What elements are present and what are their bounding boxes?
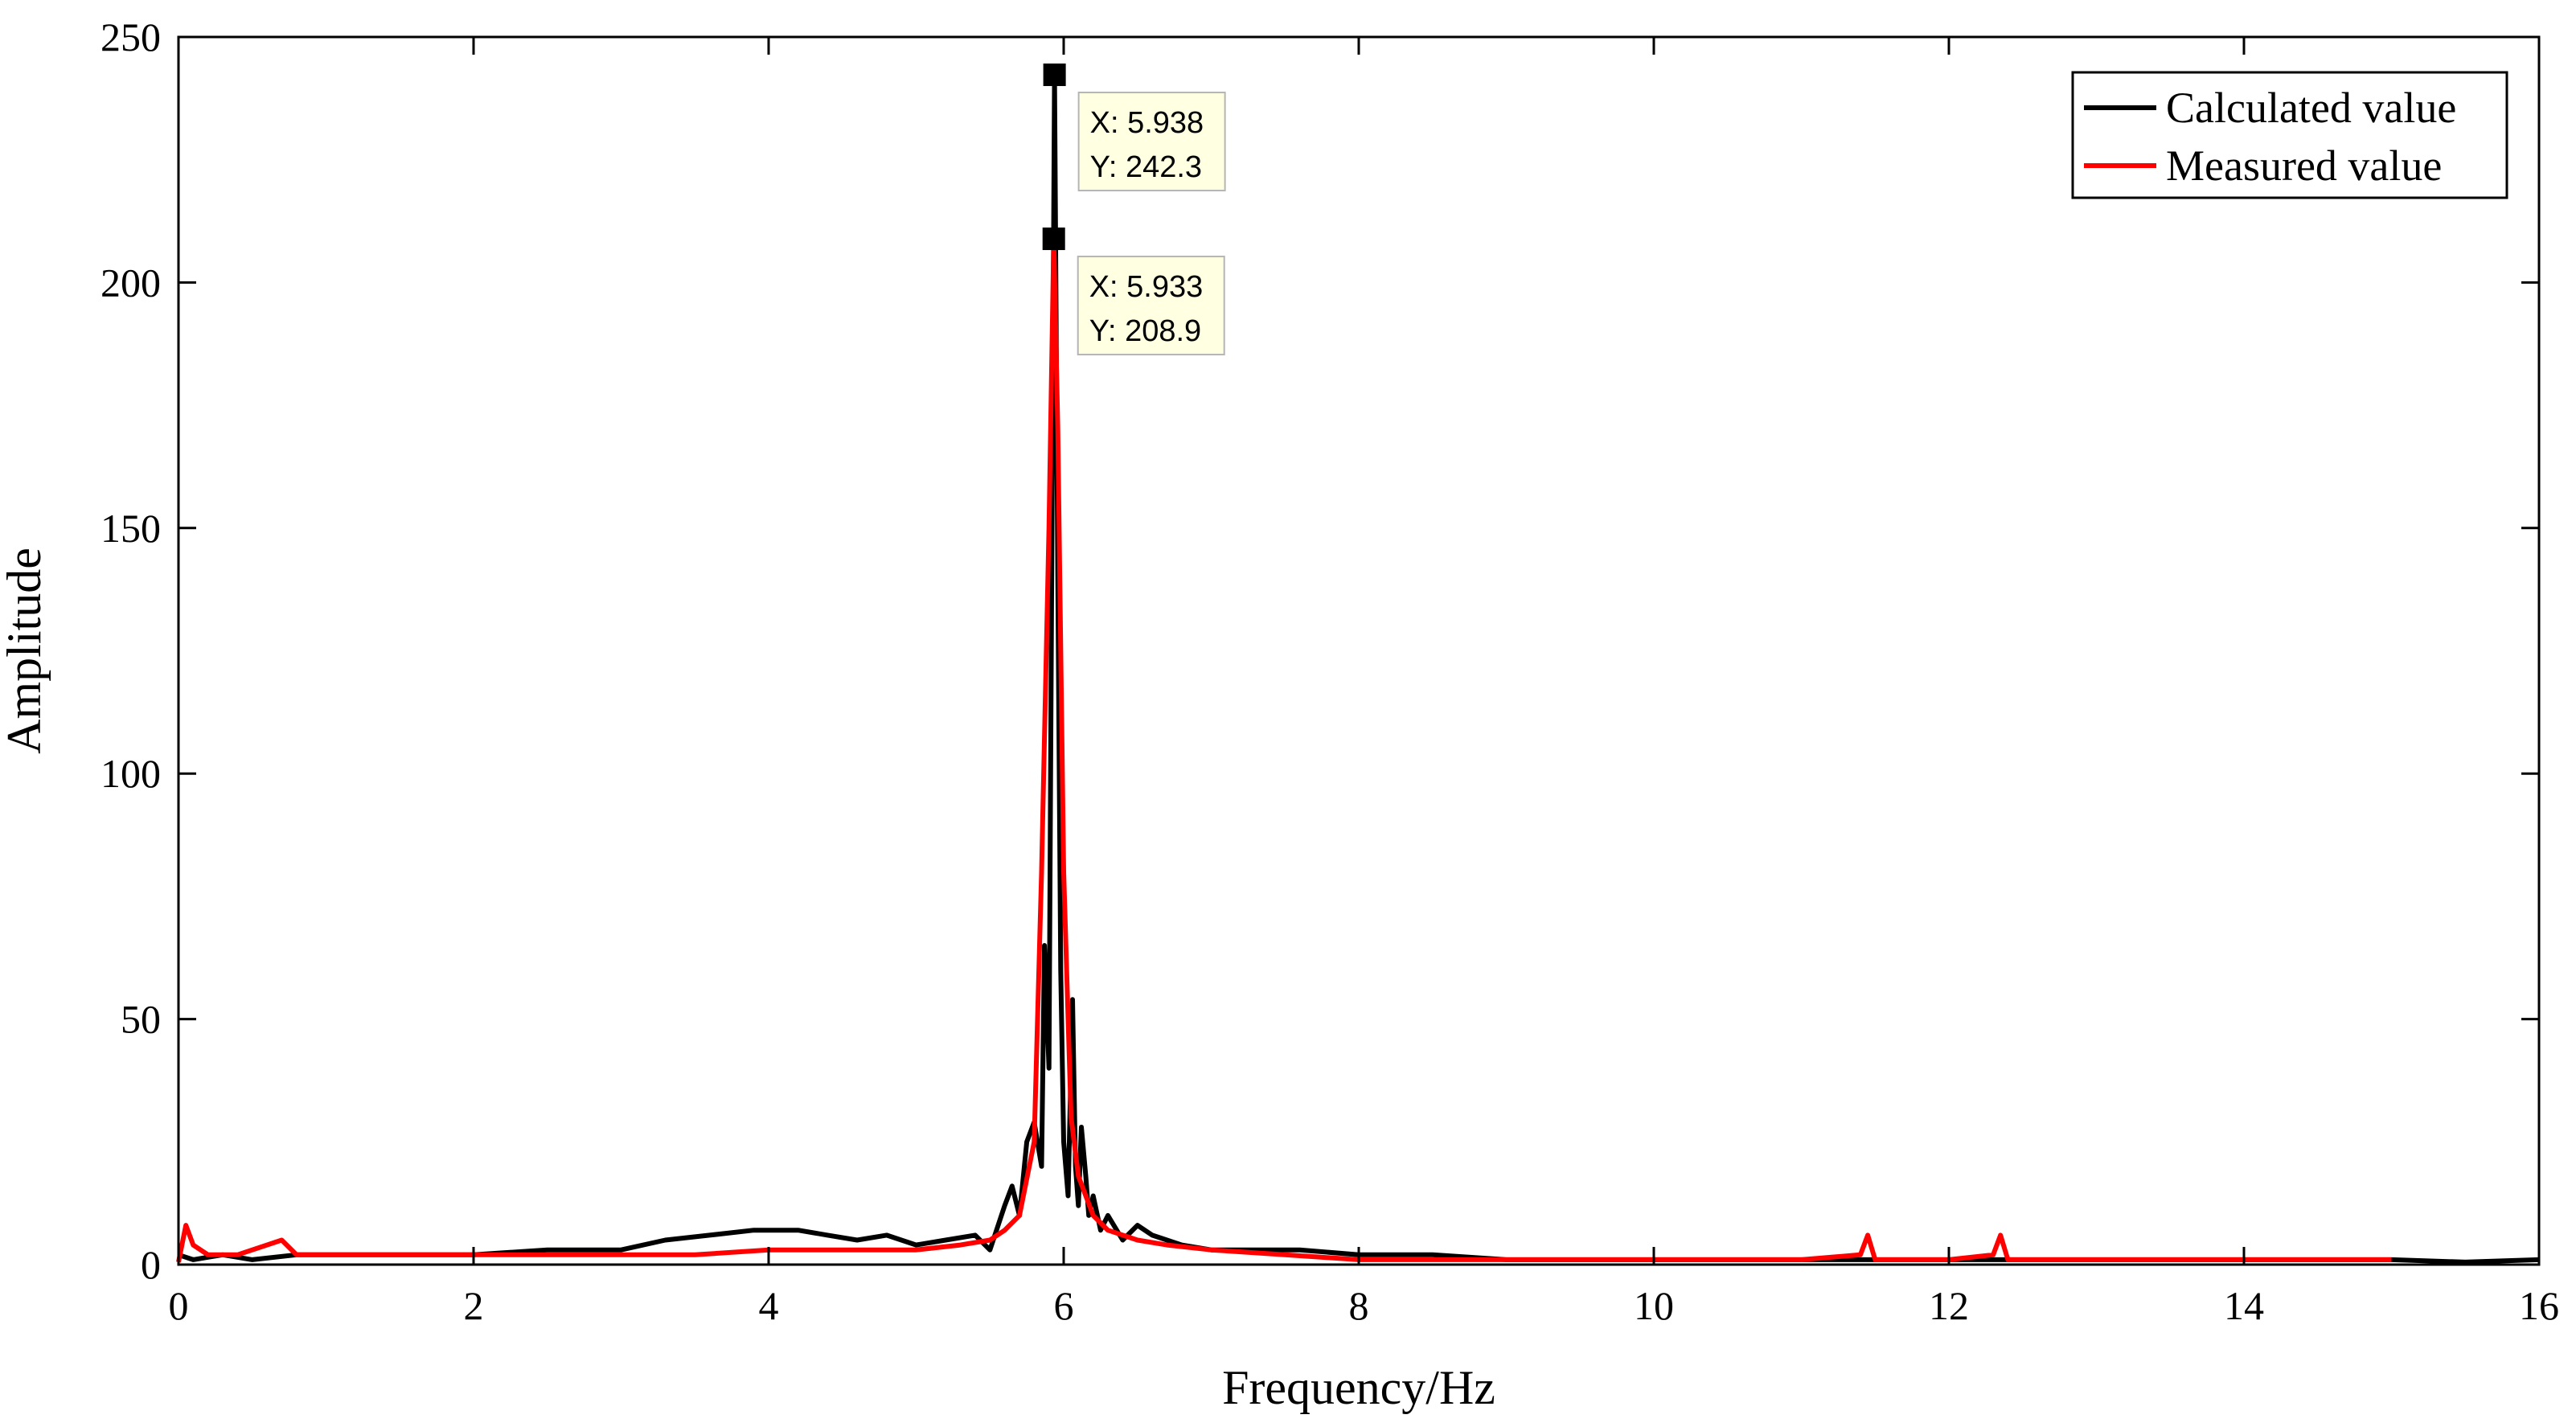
datatip-layer: X: 5.938 Y: 242.3 X: 5.933 Y: 208.9: [1042, 64, 1226, 356]
x-tick-label: 4: [759, 1283, 779, 1328]
datatip-x-label: X: 5.933: [1089, 270, 1204, 304]
series-line-0: [178, 72, 2540, 1265]
x-tick-label: 0: [169, 1283, 189, 1328]
y-tick-label: 100: [100, 751, 161, 796]
y-tick-label: 50: [121, 997, 161, 1042]
y-axis-label: Amplitude: [0, 547, 51, 754]
datatip-marker: [1042, 228, 1065, 251]
legend-label: Calculated value: [2166, 84, 2456, 132]
x-tick-label: 16: [2519, 1283, 2559, 1328]
y-tick-label: 150: [100, 506, 161, 551]
datatip-marker: [1043, 64, 1066, 87]
x-tick-label: 10: [1634, 1283, 1674, 1328]
legend-label: Measured value: [2166, 141, 2442, 190]
x-tick-label: 12: [1929, 1283, 1969, 1328]
series-layer: [176, 72, 2540, 1265]
legend-box: [2071, 71, 2508, 199]
y-tick-label: 200: [100, 260, 161, 305]
datatip-box: [1077, 256, 1225, 356]
datatip-box: [1077, 92, 1226, 192]
series-line-1: [176, 236, 2392, 1263]
legend: Calculated value Measured value: [2071, 71, 2508, 199]
ticks-layer: 0 2 4 6 8 10 12 14 16 0 50 100 150 200 250: [100, 14, 2559, 1328]
datatip-x-label: X: 5.938: [1090, 106, 1204, 140]
x-tick-label: 14: [2224, 1283, 2264, 1328]
x-tick-label: 6: [1054, 1283, 1074, 1328]
x-tick-label: 2: [464, 1283, 484, 1328]
y-tick-label: 250: [100, 14, 161, 59]
datatip-y-label: Y: 208.9: [1089, 314, 1201, 348]
x-tick-label: 8: [1349, 1283, 1369, 1328]
datatip-y-label: Y: 242.3: [1090, 150, 1202, 184]
y-tick-label: 0: [141, 1242, 161, 1287]
x-axis-label: Frequency/Hz: [1222, 1361, 1495, 1414]
